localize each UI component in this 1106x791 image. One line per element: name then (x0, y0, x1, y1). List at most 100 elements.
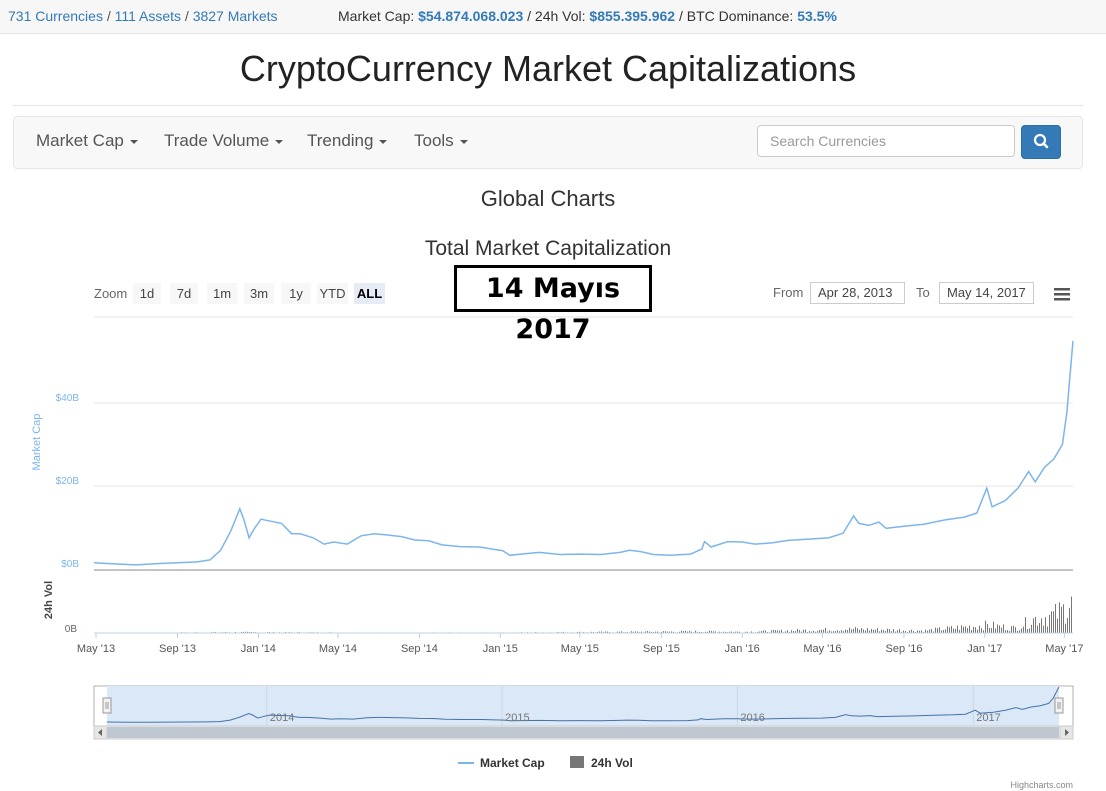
volume-bar (1069, 607, 1070, 633)
volume-bar (695, 630, 696, 633)
volume-bar (897, 630, 898, 633)
volume-bar (771, 630, 772, 633)
btc-dominance-value: 53.5% (797, 8, 837, 24)
site-title[interactable]: CryptoCurrency Market Capitalizations (239, 48, 857, 89)
zoom-ytd-button[interactable]: YTD (317, 283, 348, 304)
arrow-right-icon (1065, 729, 1069, 736)
nav-trade-volume-dropdown[interactable]: Trade Volume (164, 131, 284, 151)
credits-link[interactable]: Highcharts.com (1010, 780, 1073, 790)
zoom-1y-button[interactable]: 1y (281, 283, 311, 304)
x-tick-label: Sep '15 (643, 643, 680, 655)
volume-bar (981, 628, 982, 633)
nav-tools-dropdown[interactable]: Tools (414, 131, 468, 151)
global-stats: Market Cap: $54.874.068.023 / 24h Vol: $… (338, 8, 837, 24)
volume-bar (1041, 618, 1042, 633)
btc-dominance-label: / BTC Dominance: (678, 8, 794, 24)
navigator-left-handle[interactable] (102, 697, 112, 714)
title-divider (13, 105, 1083, 106)
volume-bar (577, 631, 578, 633)
volume-bar (757, 631, 758, 633)
volume-bar (635, 631, 636, 633)
volume-bar (1045, 617, 1046, 633)
volume-bar (621, 631, 622, 633)
volume-bar (763, 630, 764, 633)
volume-bar (597, 631, 598, 633)
volume-bar (917, 630, 918, 633)
volume-bar (243, 631, 244, 633)
volume-bar (913, 631, 914, 633)
zoom-all-button[interactable]: ALL (354, 283, 385, 304)
x-tick-label: May '17 (1045, 643, 1083, 655)
zoom-1d-button[interactable]: 1d (133, 283, 161, 304)
nav-trending-dropdown[interactable]: Trending (307, 131, 388, 151)
zoom-1m-button[interactable]: 1m (207, 283, 237, 304)
navigator-right-handle[interactable] (1054, 697, 1064, 714)
volume-bar (745, 631, 746, 633)
volume-bar (797, 629, 798, 633)
volume-bar (857, 628, 858, 633)
volume-bar (827, 631, 828, 633)
volume-bar (909, 630, 910, 633)
volume-bar (799, 630, 800, 633)
volume-bar (969, 625, 970, 633)
navigator[interactable]: 2014 2015 2016 2017 (93, 685, 1074, 740)
volume-bar (1039, 622, 1040, 633)
volume-bar (689, 630, 690, 633)
caret-down-icon (129, 139, 138, 144)
volume-bar (1071, 596, 1072, 633)
arrow-left-icon (98, 729, 102, 736)
volume-bar (899, 629, 900, 633)
nav-market-cap-dropdown[interactable]: Market Cap (36, 131, 138, 151)
volume-bar (967, 628, 968, 633)
volume-bar (731, 631, 732, 633)
volume-bar (781, 629, 782, 633)
navigator-selection[interactable] (107, 686, 1059, 726)
assets-link[interactable]: 111 Assets (114, 8, 182, 24)
volume-bar (869, 630, 870, 633)
scrollbar-thumb[interactable] (107, 727, 1059, 738)
volume-bar (801, 631, 802, 633)
chart-legend: Market Cap 24h Vol (458, 756, 633, 770)
zoom-3m-button[interactable]: 3m (244, 283, 274, 304)
volume-bar (215, 631, 216, 633)
top-links: 731 Currencies / 111 Assets / 3827 Marke… (8, 8, 278, 24)
search-input[interactable] (757, 125, 1015, 157)
volume-bar (831, 631, 832, 633)
volume-bar (1029, 628, 1030, 633)
legend-item-24h-vol[interactable]: 24h Vol (570, 756, 633, 770)
volume-bar (845, 629, 846, 633)
volume-bar (241, 631, 242, 633)
volume-bar (665, 631, 666, 633)
volume-bar (805, 629, 806, 633)
currencies-link[interactable]: 731 Currencies (8, 8, 103, 24)
y-tick-label: $20B (56, 476, 80, 487)
volume-bar (579, 631, 580, 633)
volume-bar (995, 628, 996, 633)
volume-bar (819, 629, 820, 633)
volume-bar (941, 630, 942, 633)
nav-item-label: Market Cap (36, 131, 124, 150)
volume-bar (871, 628, 872, 633)
x-tick-label: Sep '13 (159, 643, 196, 655)
search-button[interactable] (1021, 125, 1061, 159)
volume-bars (181, 596, 1072, 633)
from-date-input[interactable]: Apr 28, 2013 (810, 282, 905, 304)
legend-item-market-cap[interactable]: Market Cap (458, 756, 545, 770)
to-date-input[interactable]: May 14, 2017 (939, 282, 1034, 304)
volume-bar (655, 631, 656, 633)
volume-bar (951, 626, 952, 633)
zoom-7d-button[interactable]: 7d (170, 283, 198, 304)
volume-bar (877, 628, 878, 633)
hamburger-menu-icon[interactable] (1051, 286, 1073, 304)
volume-bar (1023, 626, 1024, 633)
volume-bar (1053, 611, 1054, 633)
volume-bar (891, 631, 892, 633)
markets-link[interactable]: 3827 Markets (192, 8, 278, 24)
x-tick-labels: May '13 Sep '13 Jan '14 May '14 Sep '14 Jan '… (77, 633, 1083, 655)
volume-bar (803, 629, 804, 633)
volume-bar (235, 631, 236, 633)
volume-bar (1055, 604, 1056, 633)
volume-bar (837, 630, 838, 633)
volume-bar (1027, 629, 1028, 633)
volume-bar (977, 629, 978, 633)
